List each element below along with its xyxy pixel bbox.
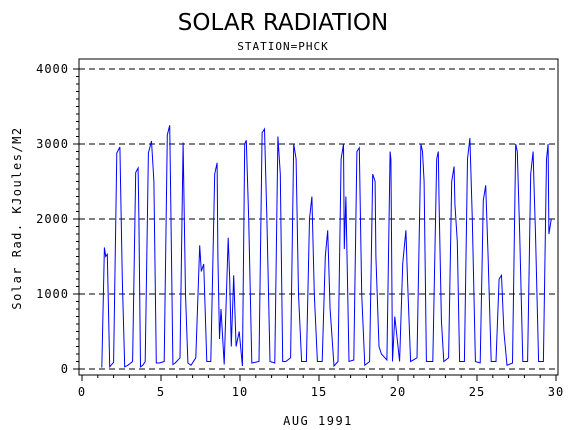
y-tick-label: 4000 <box>36 62 69 76</box>
y-tick-label: 0 <box>61 362 69 376</box>
x-axis-label: AUG 1991 <box>283 414 353 428</box>
x-tick-label: 25 <box>469 385 485 399</box>
y-tick-label: 2000 <box>36 212 69 226</box>
x-tick-label: 10 <box>232 385 248 399</box>
x-tick-label: 15 <box>311 385 327 399</box>
x-tick-label: 20 <box>390 385 406 399</box>
x-tick-label: 30 <box>548 385 564 399</box>
plot-frame <box>78 58 559 376</box>
axis-ticks <box>73 68 557 381</box>
x-tick-label: 5 <box>157 385 165 399</box>
y-tick-label: 3000 <box>36 137 69 151</box>
chart-subtitle: STATION=PHCK <box>237 40 328 53</box>
tick-labels: 0 1000 2000 3000 4000 0 5 10 15 20 25 30 <box>36 62 564 399</box>
y-axis-label: Solar Rad. KJoules/M2 <box>10 126 24 309</box>
grid-lines <box>79 68 558 370</box>
solar-radiation-series-line <box>101 125 552 369</box>
x-tick-label: 0 <box>78 385 86 399</box>
chart-title: SOLAR RADIATION <box>178 10 388 36</box>
y-tick-label: 1000 <box>36 287 69 301</box>
